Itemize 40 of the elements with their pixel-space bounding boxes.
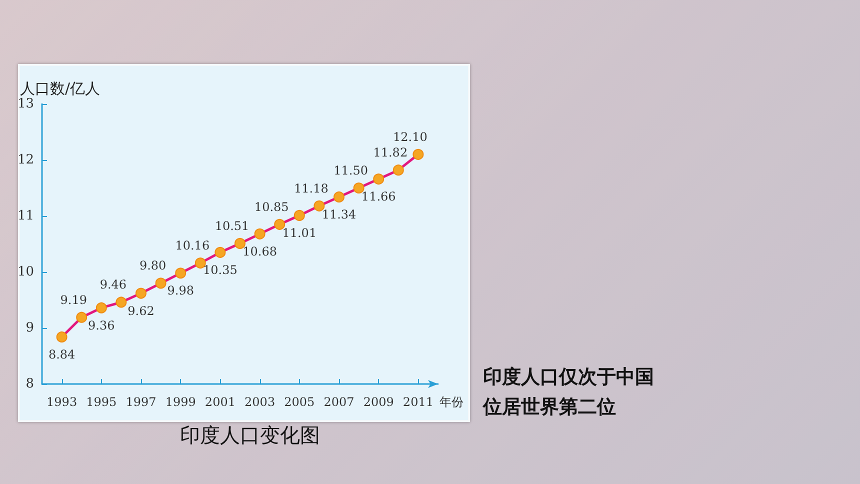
text: 10.35 xyxy=(203,262,238,277)
y-tick-label: 10 xyxy=(17,264,34,280)
text: 9.62 xyxy=(128,304,154,318)
text: 9.19 xyxy=(60,292,87,307)
text: 9.46 xyxy=(100,278,127,292)
x-tick-label: 1999 xyxy=(165,395,196,409)
text: 印度人口仅次于中国 xyxy=(483,366,654,388)
text: 11.50 xyxy=(334,164,368,178)
x-tick-label: 1995 xyxy=(86,395,117,409)
y-tick-label: 9 xyxy=(26,320,34,336)
x-tick-label: 1993 xyxy=(46,395,78,409)
x-tick-label: 2003 xyxy=(244,395,276,409)
text: 印度人口变化图 xyxy=(180,423,320,447)
text: 位居世界第二位 xyxy=(482,396,616,418)
text: 11.82 xyxy=(373,146,408,160)
text: 9.80 xyxy=(139,258,166,273)
y-tick-label: 13 xyxy=(17,96,34,112)
x-tick-label: 2011 xyxy=(402,395,434,409)
y-tick-label: 12 xyxy=(17,152,34,168)
text: 10.68 xyxy=(242,244,277,258)
text: 9.36 xyxy=(88,318,115,332)
text: 9.98 xyxy=(167,284,194,298)
y-tick-label: 8 xyxy=(26,376,34,392)
text: 8.84 xyxy=(48,347,76,362)
text: 10.16 xyxy=(175,238,210,253)
text: 12.10 xyxy=(393,130,428,144)
text: 11.66 xyxy=(361,190,396,204)
y-axis-title: 人口数/亿人 xyxy=(20,80,100,98)
text: 11.34 xyxy=(322,207,356,222)
text: 11.18 xyxy=(294,181,328,196)
text: 11.01 xyxy=(282,226,317,240)
x-tick-label: 1997 xyxy=(126,395,156,409)
x-tick-label: 2007 xyxy=(324,395,354,409)
x-tick-label: 2009 xyxy=(363,395,394,409)
text: 10.85 xyxy=(254,200,289,214)
x-tick-label: 2005 xyxy=(284,395,315,409)
y-tick-label: 11 xyxy=(17,208,34,224)
x-tick-label: 2001 xyxy=(204,395,236,409)
x-axis-title: 年份 xyxy=(439,395,464,409)
text: 10.51 xyxy=(214,218,250,233)
